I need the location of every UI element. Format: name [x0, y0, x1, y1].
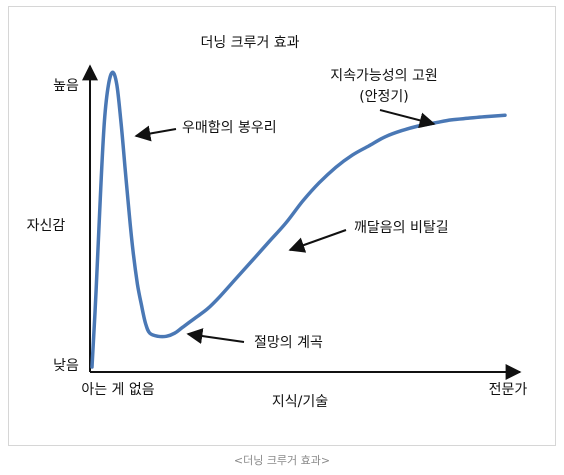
x-tick-label-end: 전문가: [489, 382, 528, 398]
annotation-label-valley: 절망의 계곡: [254, 335, 323, 351]
annotation-label-plateau: 지속가능성의 고원: [330, 68, 438, 84]
annotation-label-peak: 우매함의 봉우리: [182, 120, 277, 136]
annotation-arrow-plateau: [379, 109, 436, 129]
annotation-label-slope: 깨달음의 비탈길: [354, 220, 449, 236]
annotation-sublabel-plateau: (안정기): [359, 89, 409, 105]
y-axis-label: 자신감: [27, 218, 66, 234]
confidence-curve-line: [90, 70, 507, 369]
x-tick-label-start: 아는 게 없음: [81, 382, 154, 398]
annotation-arrow-slope: [288, 229, 347, 253]
chart-title: 더닝 크루거 효과: [200, 35, 299, 51]
y-tick-label-high: 높음: [53, 78, 79, 94]
x-axis-label: 지식/기술: [272, 394, 328, 410]
figure-caption: <더닝 크루거 효과>: [233, 454, 331, 467]
annotation-arrow-valley: [186, 328, 245, 344]
annotation-arrow-peak: [134, 125, 177, 142]
y-tick-label-low: 낮음: [53, 358, 79, 374]
